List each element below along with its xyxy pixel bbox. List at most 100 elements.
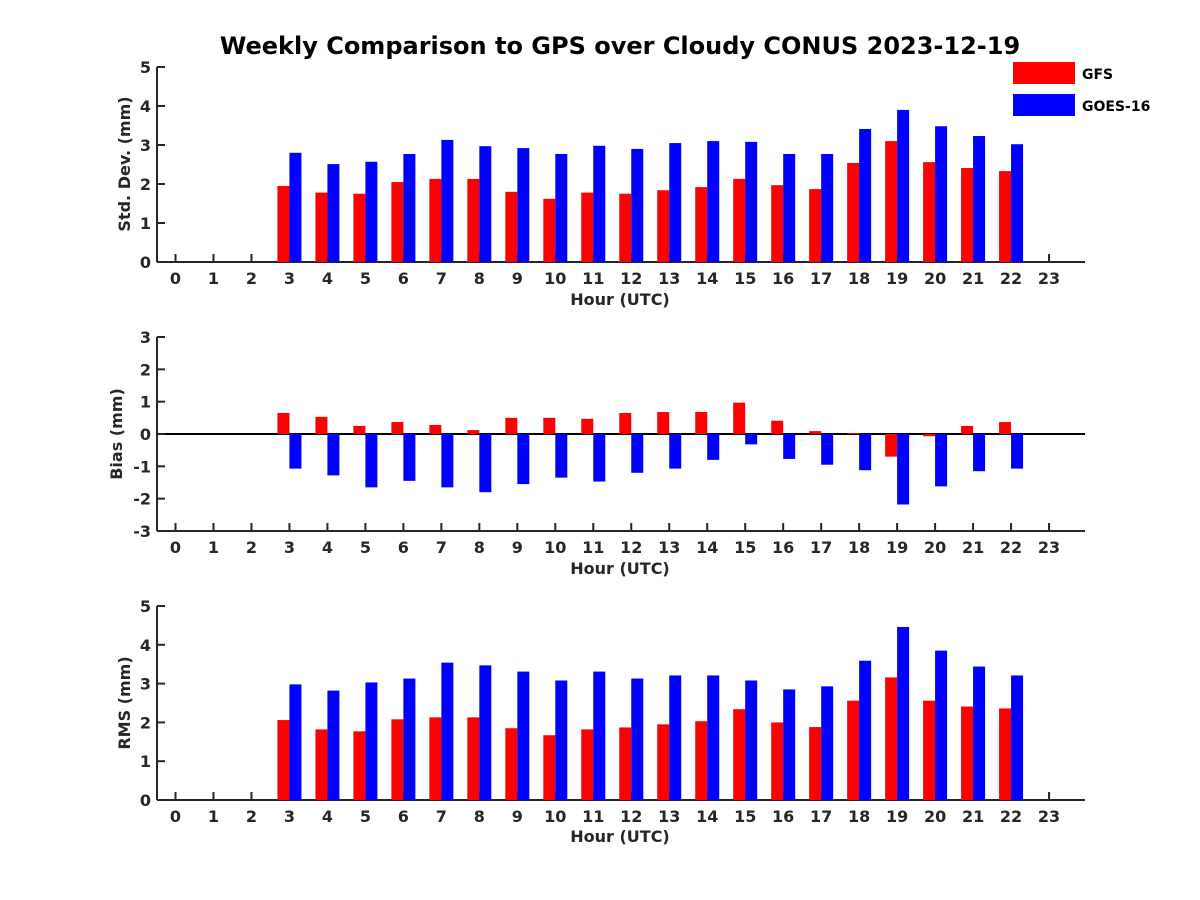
bar-gfs-hour-17 [809,727,822,800]
x-tick-label: 20 [924,269,946,288]
bar-gfs-hour-11 [581,192,594,262]
bar-gfs-hour-22 [999,171,1012,262]
x-tick-label: 19 [886,269,908,288]
bar-goes16-hour-4 [327,690,340,800]
bar-gfs-hour-13 [657,412,670,434]
bar-gfs-hour-16 [771,420,784,434]
x-tick-label: 18 [848,269,870,288]
std-dev-xlabel: Hour (UTC) [570,290,670,309]
bar-goes16-hour-3 [289,152,302,262]
bar-gfs-hour-18 [847,162,860,262]
bar-goes16-hour-14 [707,434,720,460]
bar-gfs-hour-18 [847,433,860,434]
bar-goes16-hour-9 [517,671,530,800]
bar-goes16-hour-16 [783,153,796,262]
bias-xlabel: Hour (UTC) [570,559,670,578]
bar-gfs-hour-6 [391,422,404,434]
rms-ylabel: RMS (mm) [115,656,134,749]
bar-goes16-hour-14 [707,675,720,800]
bar-gfs-hour-15 [733,709,746,800]
bias-ylabel: Bias (mm) [107,388,126,480]
bar-goes16-hour-6 [403,678,416,800]
legend-label-gfs: GFS [1082,67,1113,83]
bar-gfs-hour-18 [847,700,860,800]
bar-gfs-hour-19 [885,434,898,457]
legend-swatch-goes16 [1013,94,1075,116]
legend-label-goes16: GOES-16 [1082,99,1150,115]
bar-gfs-hour-3 [277,412,290,434]
bar-gfs-hour-10 [543,198,556,262]
bar-goes16-hour-6 [403,434,416,481]
y-tick-label: 3 [140,136,151,155]
x-tick-label: 14 [696,269,718,288]
bar-gfs-hour-9 [505,191,518,262]
legend: GFS GOES-16 [1013,62,1150,116]
bar-goes16-hour-8 [479,146,492,262]
x-tick-label: 2 [246,807,257,826]
bar-goes16-hour-11 [593,671,606,800]
bar-gfs-hour-7 [429,178,442,262]
bar-goes16-hour-4 [327,434,340,476]
bar-gfs-hour-21 [961,425,974,434]
bar-goes16-hour-10 [555,680,568,800]
y-tick-label: 4 [140,97,151,116]
bar-goes16-hour-11 [593,434,606,482]
x-tick-label: 21 [962,538,984,557]
bar-gfs-hour-20 [923,434,936,437]
x-tick-label: 18 [848,538,870,557]
x-tick-label: 10 [544,269,566,288]
bar-goes16-hour-19 [897,434,910,505]
bar-gfs-hour-11 [581,418,594,434]
x-tick-label: 7 [436,269,447,288]
x-tick-label: 13 [658,269,680,288]
x-tick-label: 16 [772,807,794,826]
bar-gfs-hour-22 [999,708,1012,800]
y-tick-label: 4 [140,636,151,655]
x-tick-label: 17 [810,269,832,288]
x-tick-label: 21 [962,807,984,826]
bar-gfs-hour-11 [581,729,594,800]
bar-goes16-hour-19 [897,626,910,800]
bar-gfs-hour-8 [467,430,480,434]
bar-goes16-hour-22 [1011,675,1024,800]
bar-goes16-hour-20 [935,126,948,262]
x-tick-label: 5 [360,269,371,288]
x-tick-label: 4 [322,269,333,288]
bar-gfs-hour-3 [277,185,290,262]
bar-gfs-hour-20 [923,162,936,262]
bar-goes16-hour-8 [479,665,492,800]
bar-goes16-hour-3 [289,434,302,469]
x-tick-label: 6 [398,538,409,557]
y-tick-label: 1 [140,752,151,771]
x-tick-label: 8 [474,807,485,826]
bar-gfs-hour-5 [353,193,366,262]
x-tick-label: 9 [512,807,523,826]
bar-gfs-hour-12 [619,412,632,434]
bar-gfs-hour-10 [543,417,556,434]
bar-goes16-hour-15 [745,434,758,445]
bar-gfs-hour-17 [809,189,822,262]
rms-xlabel: Hour (UTC) [570,827,670,846]
x-tick-label: 7 [436,807,447,826]
y-tick-label: 2 [140,175,151,194]
x-tick-label: 22 [1000,538,1022,557]
x-tick-label: 14 [696,807,718,826]
x-tick-label: 3 [284,269,295,288]
x-tick-label: 0 [170,538,181,557]
x-tick-label: 9 [512,538,523,557]
bar-goes16-hour-13 [669,434,682,469]
bar-goes16-hour-18 [859,129,872,262]
bar-gfs-hour-9 [505,728,518,800]
x-tick-label: 23 [1038,269,1060,288]
x-tick-label: 11 [582,269,604,288]
bar-gfs-hour-21 [961,706,974,800]
x-tick-label: 1 [208,807,219,826]
bar-goes16-hour-19 [897,109,910,263]
bar-gfs-hour-5 [353,425,366,434]
bar-gfs-hour-17 [809,431,822,434]
x-tick-label: 10 [544,538,566,557]
